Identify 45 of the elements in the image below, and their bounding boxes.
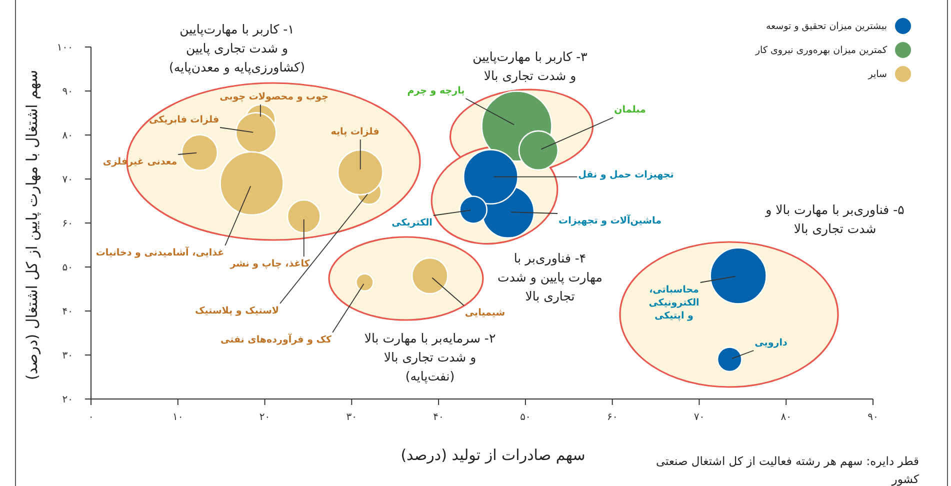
annotation: ۲- سرمایه‌بر با مهارت بالا و شدت تجاری بالا (نفت‌پایه) bbox=[364, 330, 496, 384]
text: قطر دایره: سهم هر رشته فعالیت از کل اشتغال صنعتی کشور bbox=[656, 454, 919, 486]
annotation: غذایی، آشامیدنی و دخانیات bbox=[96, 248, 224, 258]
x-axis-title: سهم صادرات از تولید (درصد) bbox=[400, 446, 586, 464]
annotation: دارویی bbox=[754, 338, 788, 348]
y-tick-label: ۴۰ bbox=[62, 306, 73, 318]
x-tick-label: ۳۰ bbox=[346, 412, 358, 424]
annotation: شیمیایی bbox=[464, 308, 506, 318]
annotation: ۱- کاربر با مهارت‌پایین و شدت تجاری پایین (کشاورزی‌پایه و معدن‌پایه) bbox=[169, 22, 305, 74]
annotation: مبلمان bbox=[614, 104, 646, 116]
y-tick-label: ۵۰ bbox=[62, 262, 73, 274]
x-tick-label: ۲۰ bbox=[259, 412, 270, 424]
annotation: لاستیک و پلاستیک bbox=[194, 306, 280, 316]
x-tick-label: ۹۰ bbox=[868, 412, 878, 424]
legend-label: کمترین میزان بهره‌وری نیروی کار bbox=[755, 44, 887, 56]
y-tick-label: ۱۰۰ bbox=[56, 42, 73, 54]
x-tick-label: ۸۰ bbox=[780, 412, 792, 424]
legend-label: بیشترین میزان تحقیق و توسعه bbox=[766, 20, 887, 32]
annotation: ماشین‌آلات و تجهیزات bbox=[558, 216, 662, 226]
y-tick-label: ۳۰ bbox=[62, 350, 73, 362]
x-tick-label: ۰ bbox=[88, 412, 94, 424]
y-tick-label: ۶۰ bbox=[62, 218, 73, 230]
y-tick-label: ۹۰ bbox=[62, 86, 73, 98]
legend-label: سایر bbox=[868, 68, 887, 80]
x-tick-label: ۱۰ bbox=[172, 412, 184, 424]
annotation: پارچه و چرم bbox=[407, 86, 465, 96]
y-tick-label: ۸۰ bbox=[62, 130, 73, 142]
annotation: الکتریکی bbox=[392, 218, 432, 228]
annotation: تجهیزات حمل و نقل bbox=[578, 170, 674, 180]
annotation: ۴- فناوری‌بر با مهارت پایین و شدت تجاری بالا bbox=[498, 250, 602, 304]
y-axis-title: سهم اشتغال با مهارت پایین از کل اشتغال (درصد) bbox=[23, 70, 41, 380]
annotation: ۵- فناوری‌بر با مهارت بالا و شدت تجاری بالا bbox=[766, 202, 904, 236]
x-tick-label: ۴۰ bbox=[433, 412, 444, 424]
annotation: کک و فرآورده‌های نفتی bbox=[220, 334, 332, 346]
annotation: فلزات فابریکی bbox=[148, 114, 220, 126]
annotation: چوب و محصولات چوبی bbox=[220, 92, 328, 102]
y-tick-label: ۲۰ bbox=[62, 394, 73, 406]
x-tick-label: ۶۰ bbox=[606, 412, 618, 424]
annotation: محاسباتی، الکترونیکی و اپتیکی bbox=[648, 284, 700, 322]
annotation: ۳- کاربر با مهارت‌پایین و شدت تجاری بالا bbox=[472, 49, 588, 83]
x-tick-label: ۷۰ bbox=[694, 412, 705, 424]
y-tick-label: ۷۰ bbox=[62, 174, 73, 186]
annotation: کاغذ، چاپ و نشر bbox=[230, 258, 310, 270]
x-tick-label: ۵۰ bbox=[520, 412, 531, 424]
annotation: فلزات پایه bbox=[330, 126, 380, 138]
